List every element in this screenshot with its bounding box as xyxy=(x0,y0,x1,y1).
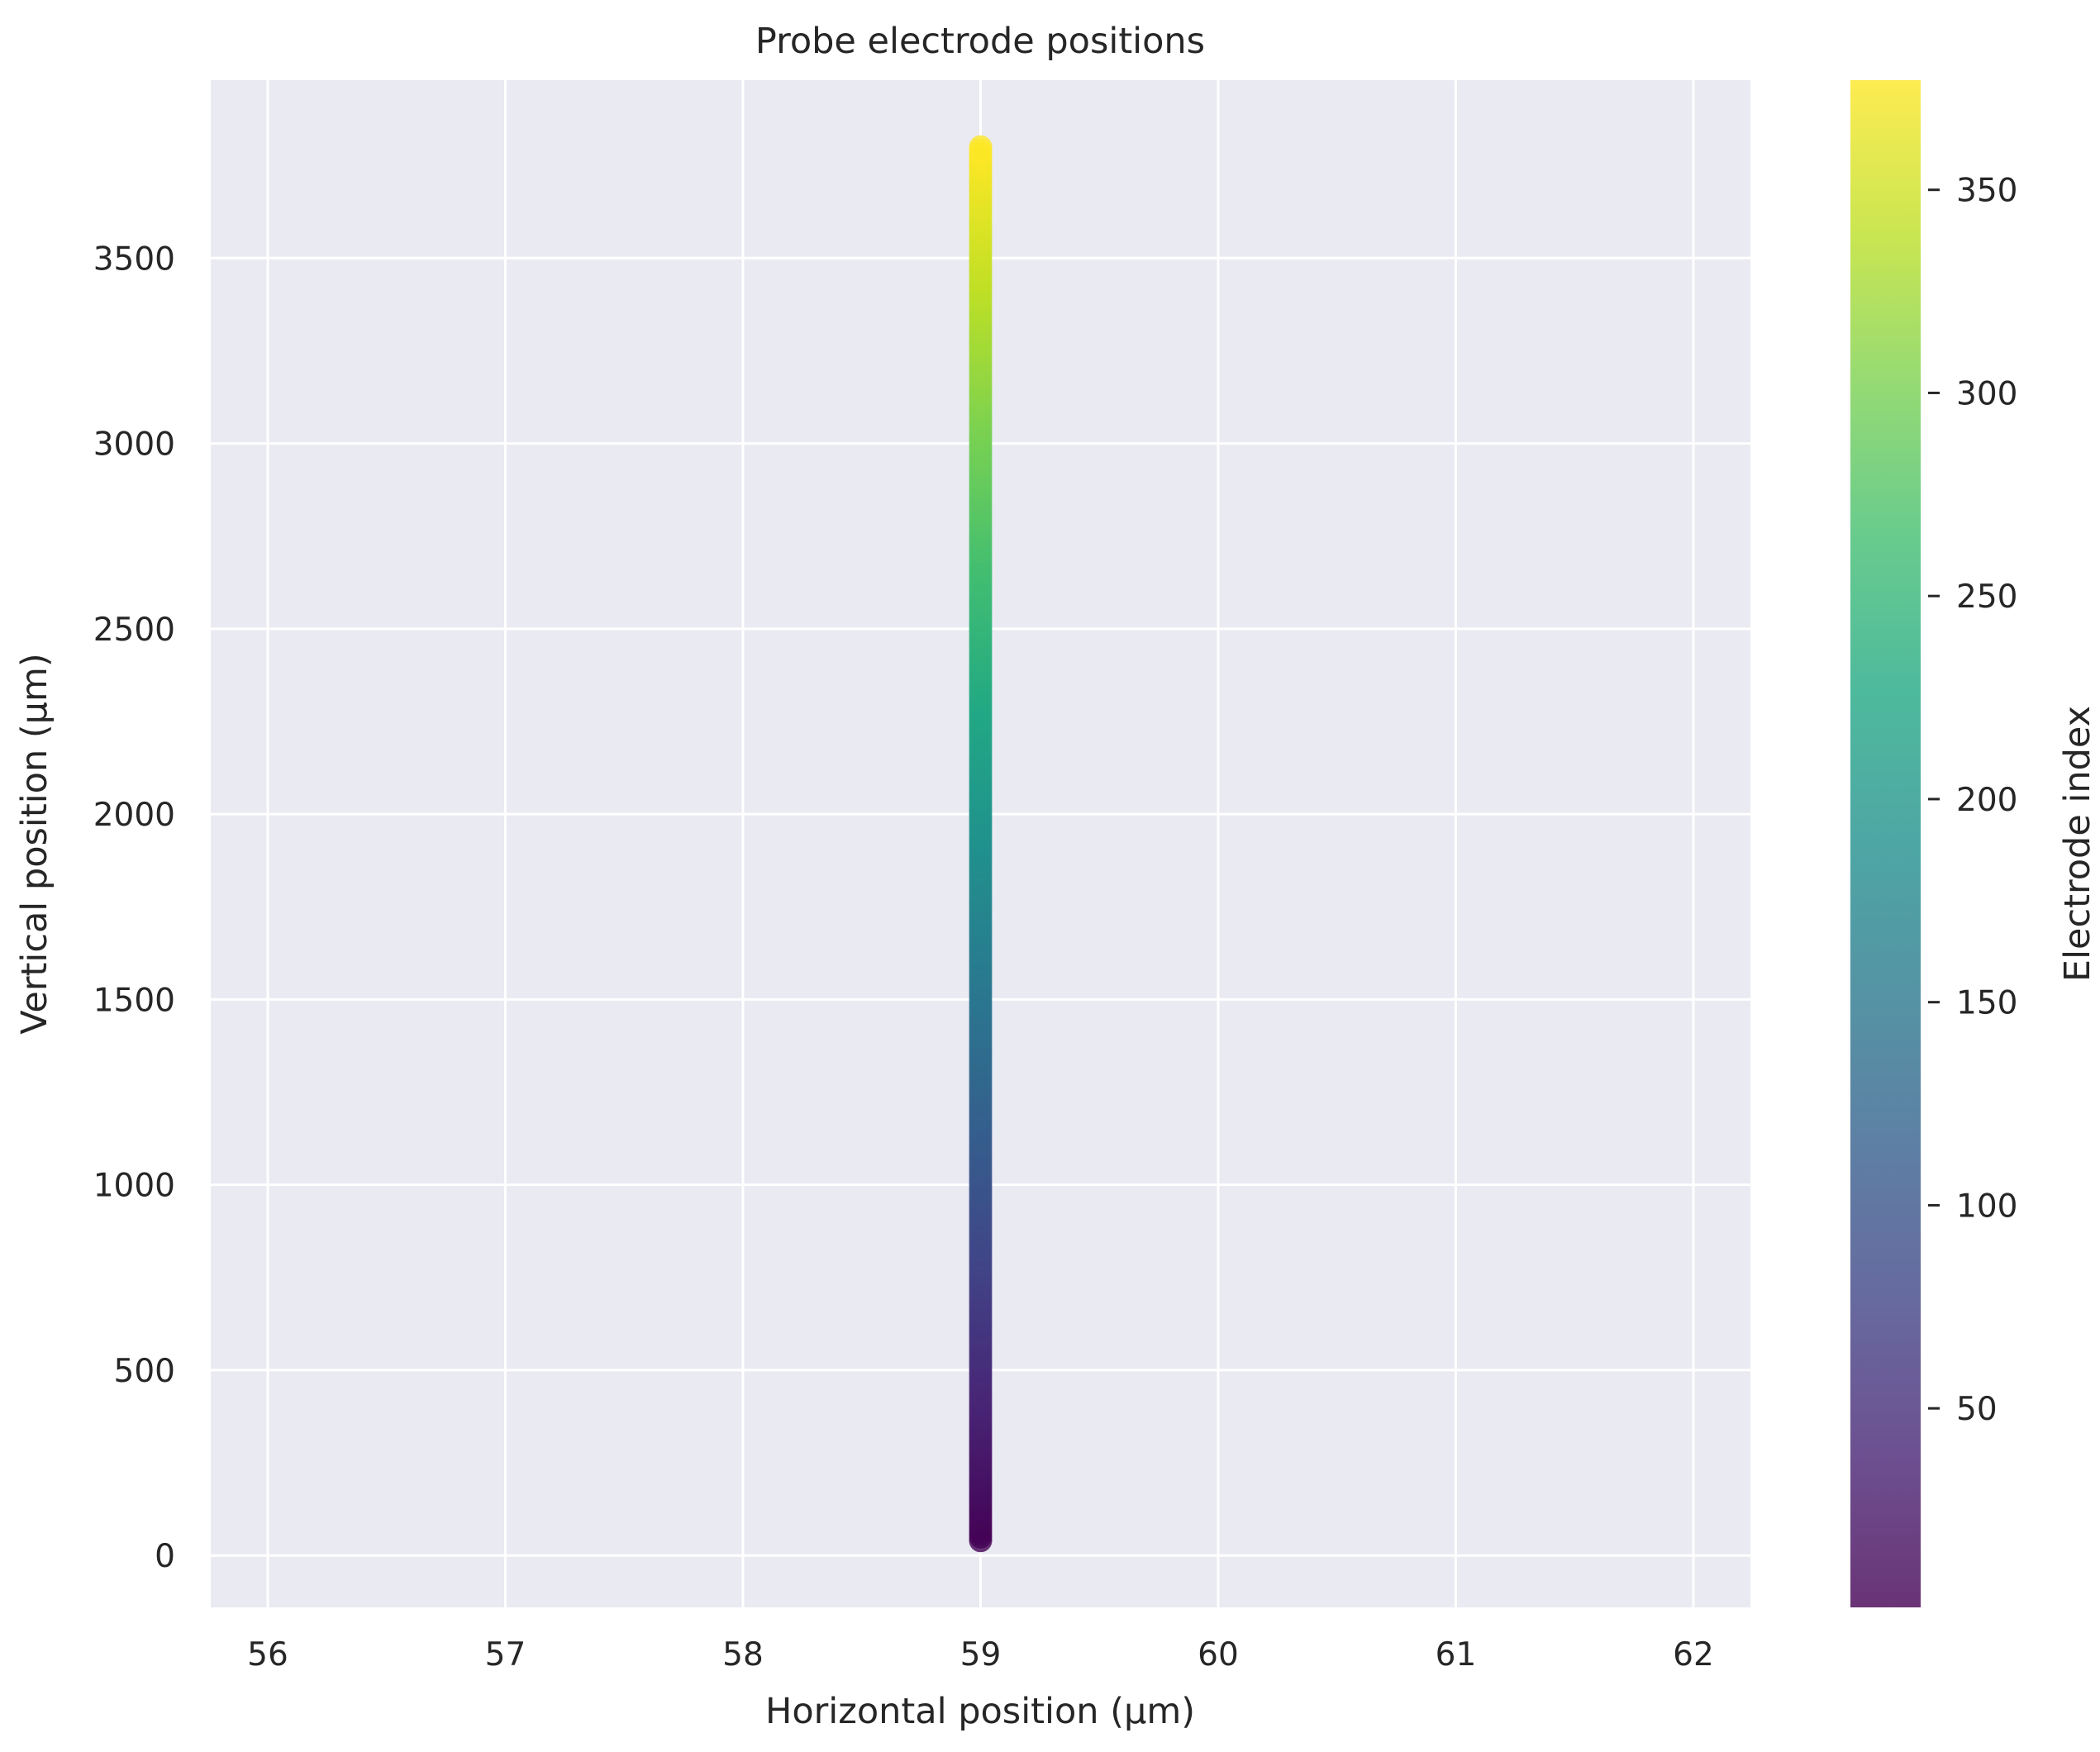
x-tick-label: 60 xyxy=(1198,1636,1239,1673)
colorbar-ticks: 50 100 150 200 250 300 350 xyxy=(1928,173,2017,1428)
colorbar-tick-label: 300 xyxy=(1956,375,2017,412)
colorbar-tick-label: 250 xyxy=(1956,578,2017,616)
colorbar-tick-label: 50 xyxy=(1956,1391,1998,1428)
y-tick-label: 3500 xyxy=(93,240,175,278)
y-tick-label: 3000 xyxy=(93,426,175,464)
colorbar xyxy=(1850,80,1921,1607)
y-tick-labels: 0 500 1000 1500 2000 2500 3000 3500 xyxy=(93,240,175,1575)
colorbar-tick-label: 100 xyxy=(1956,1188,2017,1225)
colorbar-tick-label: 150 xyxy=(1956,985,2017,1022)
x-axis-title: Horizontal position (µm) xyxy=(765,1691,1195,1732)
x-tick-labels: 56 57 58 59 60 61 62 xyxy=(247,1636,1714,1673)
y-axis-title: Vertical position (µm) xyxy=(14,653,55,1034)
colorbar-tick-label: 200 xyxy=(1956,782,2017,819)
x-tick-label: 57 xyxy=(485,1636,526,1673)
x-tick-label: 61 xyxy=(1436,1636,1477,1673)
y-tick-label: 2500 xyxy=(93,612,175,649)
colorbar-tick-label: 350 xyxy=(1956,173,2017,210)
x-tick-label: 58 xyxy=(722,1636,764,1673)
electrode-points xyxy=(969,135,993,1553)
x-tick-label: 62 xyxy=(1673,1636,1714,1673)
x-tick-label: 56 xyxy=(247,1636,288,1673)
y-tick-label: 2000 xyxy=(93,797,175,834)
colorbar-label: Electrode index xyxy=(2057,706,2098,982)
y-tick-label: 0 xyxy=(155,1538,175,1575)
y-tick-label: 500 xyxy=(114,1353,175,1390)
electrode-point xyxy=(969,135,993,159)
y-tick-label: 1000 xyxy=(93,1168,175,1205)
x-tick-label: 59 xyxy=(960,1636,1002,1673)
y-tick-label: 1500 xyxy=(93,982,175,1019)
chart-title: Probe electrode positions xyxy=(755,21,1205,62)
